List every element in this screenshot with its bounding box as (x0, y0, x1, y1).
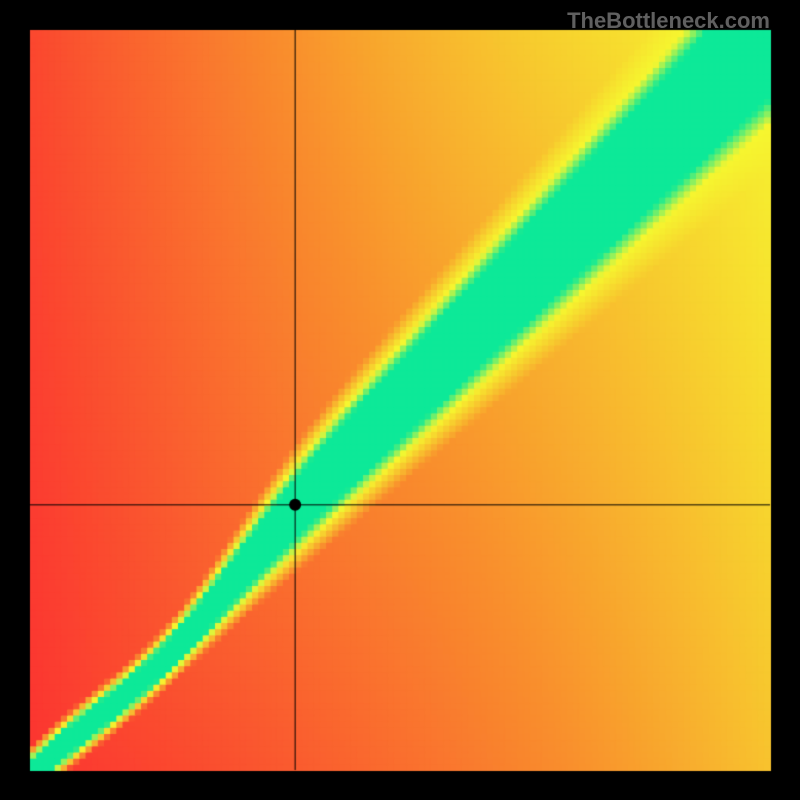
chart-frame: TheBottleneck.com (0, 0, 800, 800)
watermark-text: TheBottleneck.com (567, 8, 770, 34)
heatmap-canvas (0, 0, 800, 800)
